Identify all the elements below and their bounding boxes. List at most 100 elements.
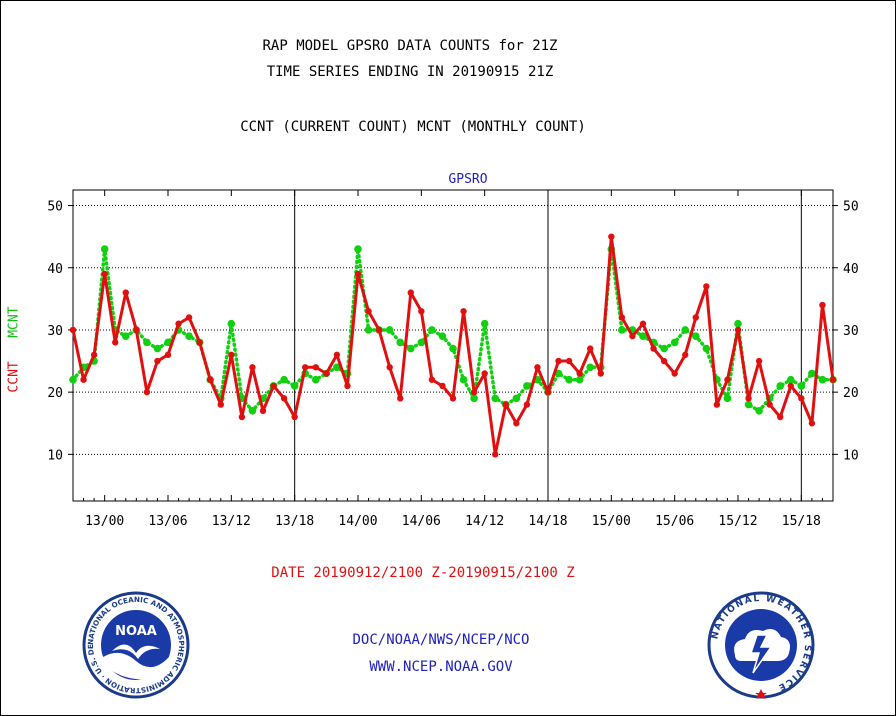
data-point-mcnt [723, 394, 732, 403]
nws-logo: NATIONAL WEATHER SERVICE [707, 591, 815, 699]
data-point-ccnt [819, 301, 826, 309]
data-point-mcnt [121, 332, 130, 340]
x-tick-label: 14/06 [402, 514, 441, 529]
data-point-mcnt [744, 400, 753, 409]
data-point-ccnt [618, 314, 626, 321]
chart-title-line1: RAP MODEL GPSRO DATA COUNTS for 21Z [262, 38, 558, 54]
data-point-ccnt [692, 314, 699, 321]
data-point-mcnt [776, 382, 785, 390]
x-tick-label: 14/18 [528, 514, 567, 529]
data-point-ccnt [175, 320, 182, 327]
data-point-ccnt [154, 357, 161, 365]
data-point-mcnt [512, 394, 521, 403]
website-link[interactable]: WWW.NCEP.NOAA.GOV [369, 659, 513, 675]
data-point-ccnt [671, 370, 678, 377]
data-point-ccnt [660, 357, 668, 365]
data-point-mcnt [280, 375, 288, 384]
data-point-ccnt [164, 351, 172, 359]
data-point-ccnt [629, 332, 636, 340]
data-point-mcnt [480, 319, 489, 328]
data-point-ccnt [375, 326, 383, 334]
data-point-mcnt [311, 375, 320, 384]
data-point-mcnt [808, 369, 816, 378]
data-point-mcnt [227, 319, 236, 328]
data-point-ccnt [513, 420, 520, 427]
data-point-ccnt [196, 339, 203, 346]
y-tick-label: 10 [47, 448, 63, 463]
data-point-ccnt [724, 376, 731, 383]
data-point-mcnt [565, 375, 573, 384]
data-point-ccnt [407, 289, 414, 296]
data-point-ccnt [766, 401, 773, 408]
data-point-mcnt [660, 344, 668, 353]
data-point-ccnt [492, 451, 499, 458]
data-point-mcnt [586, 363, 595, 372]
x-tick-label: 13/12 [212, 514, 251, 529]
data-point-ccnt [808, 420, 816, 427]
data-point-ccnt [449, 395, 457, 402]
data-point-mcnt [755, 407, 763, 415]
data-point-ccnt [755, 357, 763, 365]
data-point-ccnt [734, 326, 742, 334]
data-point-ccnt [312, 364, 319, 371]
data-point-mcnt [734, 319, 742, 328]
data-point-ccnt [798, 395, 805, 402]
data-point-mcnt [290, 382, 299, 390]
data-point-ccnt [481, 370, 488, 377]
y-tick-label-right: 10 [843, 448, 859, 463]
data-point-mcnt [153, 344, 162, 353]
data-point-ccnt [354, 270, 362, 278]
data-point-ccnt [682, 351, 689, 359]
noaa-logo-text: NOAA [115, 624, 157, 639]
data-point-mcnt [428, 326, 436, 334]
data-point-mcnt [333, 363, 341, 372]
data-point-ccnt [523, 401, 531, 408]
data-point-mcnt [354, 245, 362, 253]
data-point-ccnt [185, 314, 193, 321]
data-point-ccnt [745, 395, 752, 402]
y-tick-label: 30 [47, 324, 63, 339]
data-point-mcnt [143, 338, 151, 347]
data-point-ccnt [460, 308, 467, 315]
data-point-ccnt [143, 388, 151, 396]
x-tick-label: 15/06 [655, 514, 694, 529]
y-tick-label: 50 [47, 200, 63, 215]
data-point-ccnt [365, 308, 372, 315]
data-point-mcnt [797, 382, 806, 390]
data-point-mcnt [523, 382, 531, 390]
data-point-mcnt [164, 338, 172, 347]
data-point-ccnt [90, 351, 98, 359]
data-point-mcnt [470, 394, 478, 403]
data-point-mcnt [438, 332, 447, 340]
data-point-mcnt [100, 245, 109, 253]
data-point-ccnt [650, 345, 657, 352]
data-point-ccnt [344, 382, 351, 390]
data-point-ccnt [249, 364, 256, 371]
data-point-ccnt [639, 320, 647, 327]
data-point-ccnt [544, 388, 552, 396]
data-point-mcnt [396, 338, 405, 347]
x-tick-label: 15/18 [782, 514, 821, 529]
data-point-mcnt [691, 332, 700, 340]
data-point-ccnt [101, 270, 108, 278]
data-point-ccnt [80, 376, 87, 383]
data-point-mcnt [406, 344, 415, 353]
data-point-ccnt [565, 357, 573, 365]
data-point-ccnt [597, 370, 604, 377]
data-point-mcnt [491, 394, 500, 403]
data-point-mcnt [639, 332, 647, 340]
data-point-ccnt [217, 401, 224, 408]
data-point-mcnt [818, 375, 827, 384]
x-tick-label: 14/00 [338, 514, 377, 529]
y-tick-label-right: 50 [843, 200, 859, 215]
data-point-mcnt [575, 375, 584, 384]
data-point-ccnt [534, 364, 541, 371]
data-point-mcnt [786, 375, 795, 384]
org-label: DOC/NOAA/NWS/NCEP/NCO [352, 632, 530, 648]
data-point-ccnt [302, 364, 309, 371]
data-point-ccnt [270, 382, 277, 390]
data-point-ccnt [323, 370, 330, 377]
y-tick-label: 40 [47, 262, 63, 277]
data-point-mcnt [248, 407, 257, 415]
